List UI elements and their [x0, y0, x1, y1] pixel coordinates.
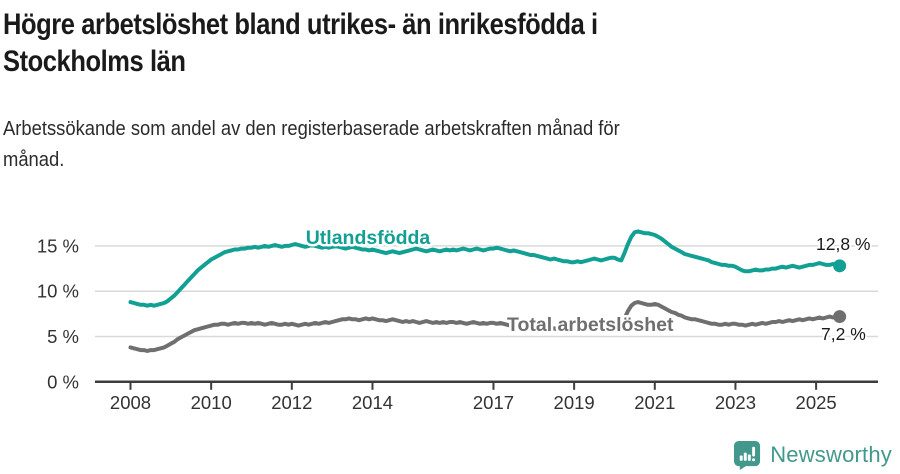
end-dot-utlandsfodda — [833, 259, 847, 273]
page-subtitle-line-2: månad. — [3, 149, 65, 171]
newsworthy-logo-icon — [734, 440, 761, 470]
x-tick-label-2017: 2017 — [473, 392, 514, 413]
x-tick-label-2014: 2014 — [352, 392, 393, 413]
y-tick-label-10pct: 10 % — [37, 281, 79, 302]
y-tick-label-15pct: 15 % — [37, 235, 79, 256]
series-label-utlandsfodda: Utlandsfödda — [306, 227, 431, 249]
page-subtitle: Arbetssökande som andel av den registerb… — [3, 114, 868, 176]
x-tick-label-2023: 2023 — [715, 392, 756, 413]
y-tick-label-5pct: 5 % — [47, 326, 79, 347]
page-title-line-2: Stockholms län — [3, 45, 186, 78]
x-tick-label-2012: 2012 — [271, 392, 312, 413]
x-tick-label-2025: 2025 — [796, 392, 837, 413]
y-tick-label-0pct: 0 % — [47, 371, 79, 392]
brand-name: Newsworthy — [770, 442, 892, 467]
x-tick-label-2010: 2010 — [191, 392, 232, 413]
page-title-line-1: Högre arbetslöshet bland utrikes- än inr… — [3, 8, 598, 41]
footer-brand: Newsworthy — [733, 440, 892, 470]
x-tick-label-2019: 2019 — [554, 392, 595, 413]
end-dot-total — [833, 310, 847, 324]
series-label-total: Total arbetslöshet — [507, 314, 674, 336]
end-value-label-total: 7,2 % — [821, 324, 866, 344]
series-line-utlandsfodda — [128, 229, 842, 308]
page-title: Högre arbetslöshet bland utrikes- än inr… — [3, 6, 870, 80]
end-value-label-utlandsfodda: 12,8 % — [816, 234, 870, 254]
x-tick-label-2021: 2021 — [634, 392, 675, 413]
series-line-total — [128, 300, 842, 353]
x-tick-label-2008: 2008 — [110, 392, 151, 413]
page-subtitle-line-1: Arbetssökande som andel av den registerb… — [3, 118, 620, 140]
